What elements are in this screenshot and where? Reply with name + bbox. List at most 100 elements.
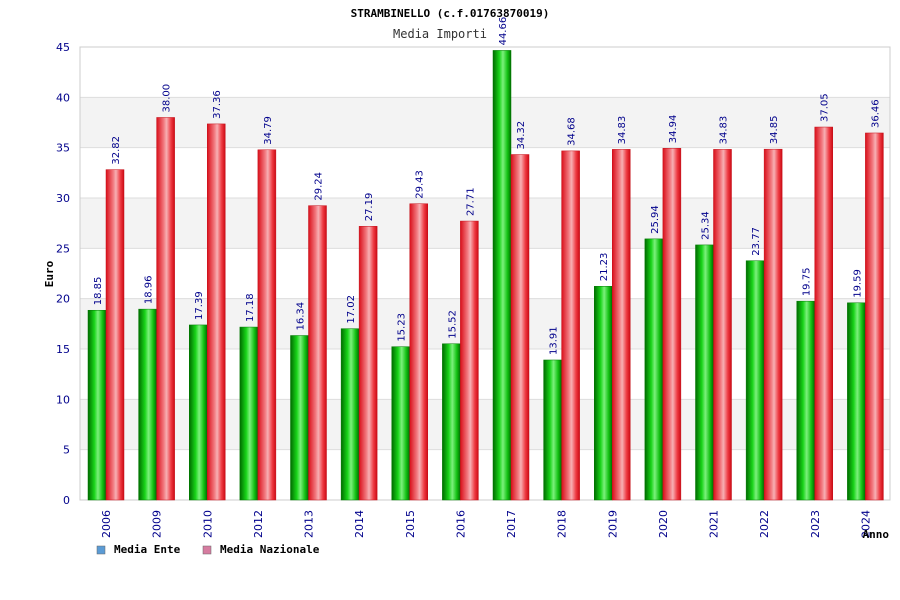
bar-media-nazionale-2018 — [561, 150, 580, 501]
value-label: 25.94 — [650, 205, 661, 234]
y-tick-label: 10 — [56, 393, 70, 406]
x-axis-ticks: 2006 2009 2010 2012 2013 2014 2015 2016 2017 2018… — [100, 510, 872, 538]
bar-media-ente-2014 — [340, 328, 360, 501]
value-label: 34.83 — [617, 116, 628, 145]
bar-media-nazionale-2015 — [409, 203, 428, 501]
bar-media-nazionale-2006 — [105, 169, 125, 501]
value-label: 34.85 — [769, 116, 780, 145]
value-label: 34.83 — [719, 116, 730, 145]
x-tick-label: 2006 — [100, 510, 113, 538]
value-label: 38.00 — [162, 84, 173, 113]
y-tick-label: 15 — [56, 343, 70, 356]
bar-media-nazionale-2021 — [713, 149, 732, 501]
bar-media-nazionale-2022 — [763, 148, 783, 501]
value-label: 34.94 — [668, 115, 679, 144]
bar-media-ente-2017 — [492, 50, 512, 501]
legend-swatch-media-ente — [96, 545, 106, 555]
value-label: 37.05 — [820, 93, 831, 122]
x-tick-label: 2012 — [252, 510, 265, 538]
y-tick-label: 5 — [63, 444, 70, 457]
bar-media-nazionale-2010 — [207, 123, 226, 501]
x-tick-label: 2014 — [353, 510, 366, 538]
bar-media-ente-2023 — [796, 300, 815, 501]
y-tick-label: 20 — [56, 293, 70, 306]
bar-media-ente-2015 — [391, 346, 410, 501]
chart-subtitle: Media Importi — [393, 27, 487, 41]
legend-label-media-ente: Media Ente — [114, 543, 181, 556]
value-label: 34.79 — [263, 116, 274, 145]
value-label: 21.23 — [599, 253, 610, 282]
legend: Media Ente Media Nazionale — [96, 543, 320, 556]
value-label: 13.91 — [549, 326, 560, 355]
value-labels: 18.85 32.82 18.96 38.00 17.39 37.36 17.18 34.79… — [93, 17, 881, 355]
value-label: 17.18 — [245, 293, 256, 322]
x-tick-label: 2009 — [151, 510, 164, 538]
value-label: 29.43 — [415, 170, 426, 199]
bar-media-nazionale-2012 — [257, 149, 277, 501]
x-tick-label: 2017 — [505, 510, 518, 538]
value-label: 34.68 — [567, 117, 578, 146]
bar-media-ente-2012 — [239, 326, 259, 501]
bar-media-nazionale-2009 — [156, 117, 175, 501]
bar-media-ente-2018 — [543, 359, 562, 501]
y-axis-label: Euro — [43, 260, 56, 287]
bar-media-ente-2010 — [189, 324, 208, 501]
bar-media-ente-2024 — [847, 302, 866, 501]
bar-media-ente-2006 — [87, 309, 107, 501]
chart-title: STRAMBINELLO (c.f.01763870019) — [351, 7, 550, 20]
x-tick-label: 2023 — [809, 510, 822, 538]
y-tick-label: 25 — [56, 242, 70, 255]
x-tick-label: 2018 — [556, 510, 569, 538]
plot-area — [79, 46, 891, 501]
value-label: 36.46 — [870, 99, 881, 128]
x-tick-label: 2021 — [708, 510, 721, 538]
y-axis-ticks: 0 5 10 15 20 25 30 35 40 45 — [56, 41, 70, 507]
y-tick-label: 45 — [56, 41, 70, 54]
bar-media-ente-2021 — [695, 244, 714, 501]
bar-media-nazionale-2023 — [814, 126, 833, 501]
bar-media-nazionale-2024 — [865, 132, 884, 501]
y-tick-label: 35 — [56, 142, 70, 155]
bar-media-ente-2020 — [644, 238, 664, 501]
x-tick-label: 2022 — [758, 510, 771, 538]
x-tick-label: 2013 — [303, 510, 316, 538]
bar-media-ente-2022 — [745, 260, 765, 501]
value-label: 17.02 — [346, 295, 357, 324]
x-tick-label: 2024 — [859, 510, 872, 538]
x-tick-label: 2020 — [657, 510, 670, 538]
value-label: 32.82 — [111, 136, 122, 165]
bar-media-nazionale-2014 — [358, 226, 378, 501]
x-axis-label: Anno — [863, 528, 890, 541]
bar-media-nazionale-2020 — [662, 148, 682, 501]
bar-media-ente-2019 — [594, 286, 613, 501]
value-label: 37.36 — [212, 90, 223, 119]
bar-media-nazionale-2017 — [510, 154, 530, 501]
value-label: 23.77 — [751, 227, 762, 256]
bar-media-nazionale-2013 — [308, 205, 327, 501]
plot-band — [80, 47, 890, 98]
x-tick-label: 2015 — [404, 510, 417, 538]
value-label: 27.71 — [465, 187, 476, 216]
bar-media-ente-2009 — [138, 308, 157, 501]
value-label: 17.39 — [194, 291, 205, 320]
value-label: 16.34 — [296, 302, 307, 331]
value-label: 15.23 — [397, 313, 408, 342]
value-label: 29.24 — [314, 172, 325, 201]
value-label: 19.59 — [852, 269, 863, 298]
bar-media-nazionale-2019 — [612, 149, 631, 501]
x-tick-label: 2010 — [201, 510, 214, 538]
y-tick-label: 0 — [63, 494, 70, 507]
bar-media-ente-2016 — [442, 343, 461, 501]
bar-media-nazionale-2016 — [460, 220, 479, 501]
value-label: 27.19 — [364, 193, 375, 222]
x-tick-label: 2016 — [454, 510, 467, 538]
x-tick-label: 2019 — [606, 510, 619, 538]
value-label: 19.75 — [802, 268, 813, 297]
bar-media-ente-2013 — [290, 335, 309, 501]
value-label: 15.52 — [447, 310, 458, 339]
value-label: 18.85 — [93, 277, 104, 306]
legend-label-media-nazionale: Media Nazionale — [220, 543, 320, 556]
y-tick-label: 40 — [56, 91, 70, 104]
value-label: 34.32 — [516, 121, 527, 150]
